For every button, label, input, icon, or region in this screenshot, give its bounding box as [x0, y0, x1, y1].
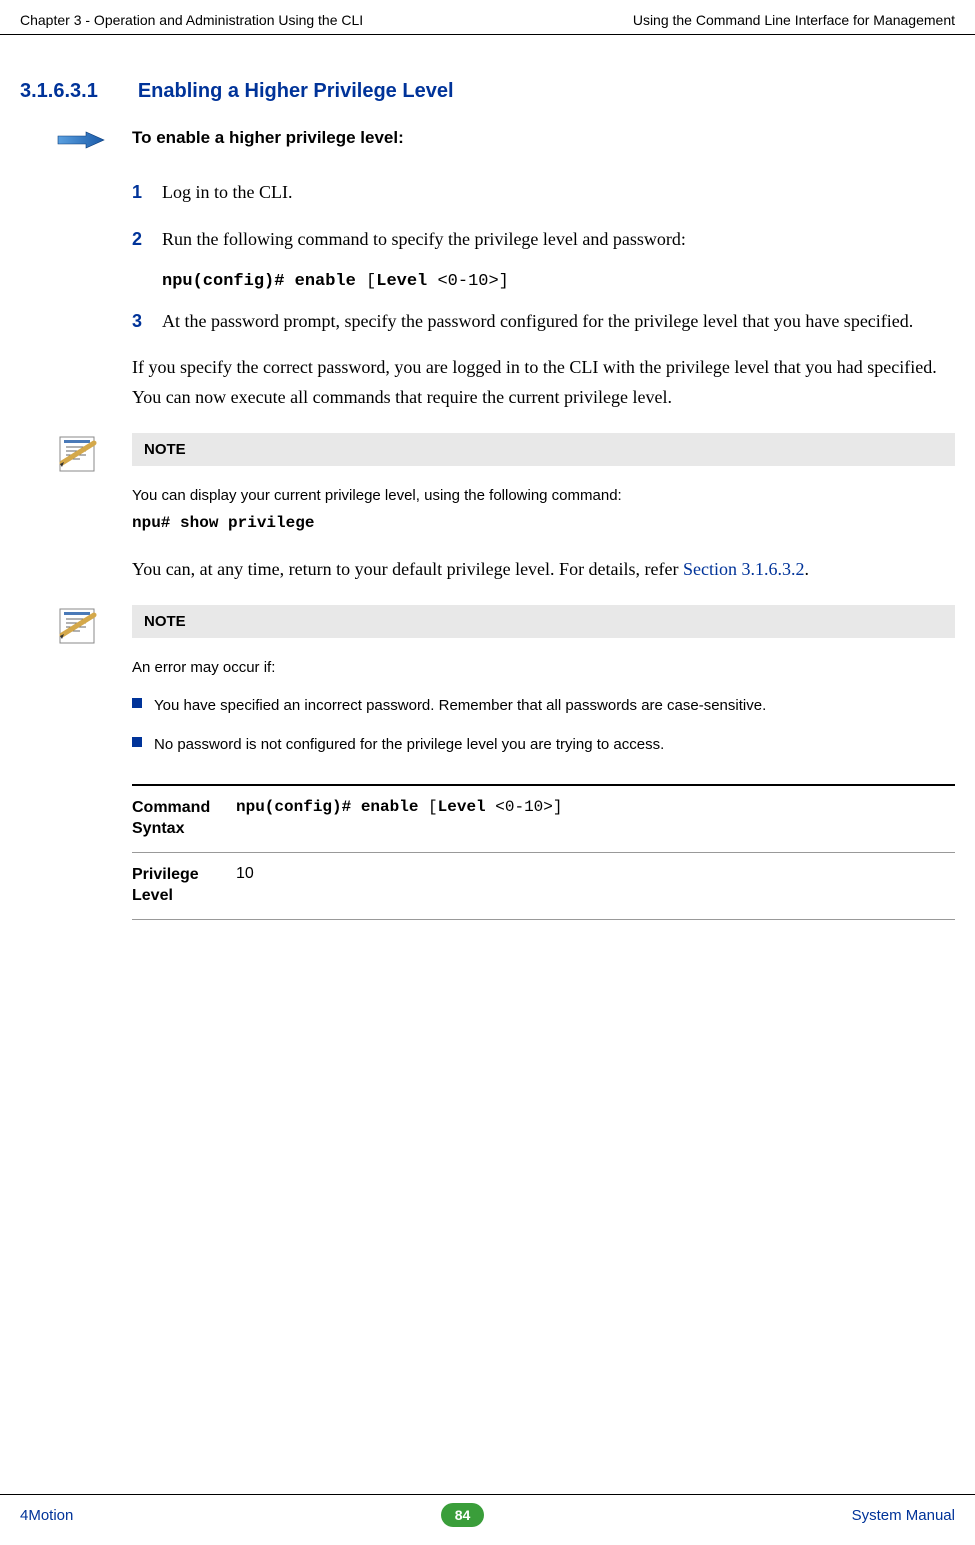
body-text-pre: You can, at any time, return to your def… — [132, 559, 683, 579]
procedure-title: To enable a higher privilege level: — [132, 128, 404, 148]
command-line: npu(config)# enable [Level <0-10>] — [162, 272, 955, 291]
spec-label: Command Syntax — [132, 798, 236, 840]
step-text: At the password prompt, specify the pass… — [162, 307, 955, 336]
spec-row-privilege: Privilege Level 10 — [132, 853, 955, 920]
step-number: 1 — [132, 178, 144, 207]
spec-table: Command Syntax npu(config)# enable [Leve… — [132, 784, 955, 919]
step-2: 2 Run the following command to specify t… — [132, 225, 955, 254]
step-1: 1 Log in to the CLI. — [132, 178, 955, 207]
note-icon — [56, 605, 98, 647]
body-paragraph-2: You can, at any time, return to your def… — [132, 555, 955, 585]
bullet-icon — [132, 698, 142, 708]
header-left: Chapter 3 - Operation and Administration… — [20, 12, 363, 28]
procedure-intro: To enable a higher privilege level: — [56, 128, 955, 150]
spec-value: 10 — [236, 865, 955, 907]
footer-left: 4Motion — [20, 1507, 73, 1524]
note-box-2: NOTE An error may occur if: You have spe… — [56, 605, 955, 757]
syntax-bracket: [ — [418, 798, 437, 816]
section-title: Enabling a Higher Privilege Level — [138, 80, 454, 103]
note-text: You can display your current privilege l… — [132, 485, 955, 508]
section-heading: 3.1.6.3.1 Enabling a Higher Privilege Le… — [0, 35, 975, 128]
bullet-text: No password is not configured for the pr… — [154, 734, 664, 757]
note-title: NOTE — [132, 433, 955, 466]
page-footer: 4Motion 84 System Manual — [0, 1494, 975, 1527]
page-header: Chapter 3 - Operation and Administration… — [0, 0, 975, 35]
page-number-badge: 84 — [441, 1503, 485, 1527]
spec-value: npu(config)# enable [Level <0-10>] — [236, 798, 955, 840]
note-intro: An error may occur if: — [132, 657, 955, 680]
header-right: Using the Command Line Interface for Man… — [633, 12, 955, 28]
command-bracket: [ — [356, 272, 376, 291]
note-title: NOTE — [132, 605, 955, 638]
body-text-post: . — [805, 559, 810, 579]
step-3: 3 At the password prompt, specify the pa… — [132, 307, 955, 336]
spec-row-syntax: Command Syntax npu(config)# enable [Leve… — [132, 786, 955, 853]
note-box: NOTE You can display your current privil… — [56, 433, 955, 536]
note-content: You can display your current privilege l… — [132, 475, 955, 536]
bullet-text: You have specified an incorrect password… — [154, 695, 766, 718]
syntax-prefix: npu(config)# enable — [236, 798, 418, 816]
command-suffix: <0-10>] — [427, 272, 509, 291]
step-number: 3 — [132, 307, 144, 336]
bullet-item: You have specified an incorrect password… — [132, 695, 955, 718]
step-text: Run the following command to specify the… — [162, 225, 955, 254]
spec-label: Privilege Level — [132, 865, 236, 907]
body-paragraph: If you specify the correct password, you… — [132, 353, 955, 412]
command-prefix: npu(config)# enable — [162, 272, 356, 291]
bullet-item: No password is not configured for the pr… — [132, 734, 955, 757]
section-number: 3.1.6.3.1 — [20, 80, 98, 103]
note-icon — [56, 433, 98, 475]
command-param: Level — [376, 272, 427, 291]
content-area: To enable a higher privilege level: 1 Lo… — [0, 128, 975, 920]
note-command: npu# show privilege — [132, 511, 955, 535]
section-xref[interactable]: Section 3.1.6.3.2 — [683, 559, 805, 579]
syntax-param: Level — [438, 798, 486, 816]
step-text: Log in to the CLI. — [162, 178, 955, 207]
step-number: 2 — [132, 225, 144, 254]
note-content: An error may occur if: You have specifie… — [132, 647, 955, 757]
arrow-icon — [56, 130, 106, 150]
syntax-suffix: <0-10>] — [486, 798, 563, 816]
footer-right: System Manual — [852, 1507, 955, 1524]
bullet-icon — [132, 737, 142, 747]
